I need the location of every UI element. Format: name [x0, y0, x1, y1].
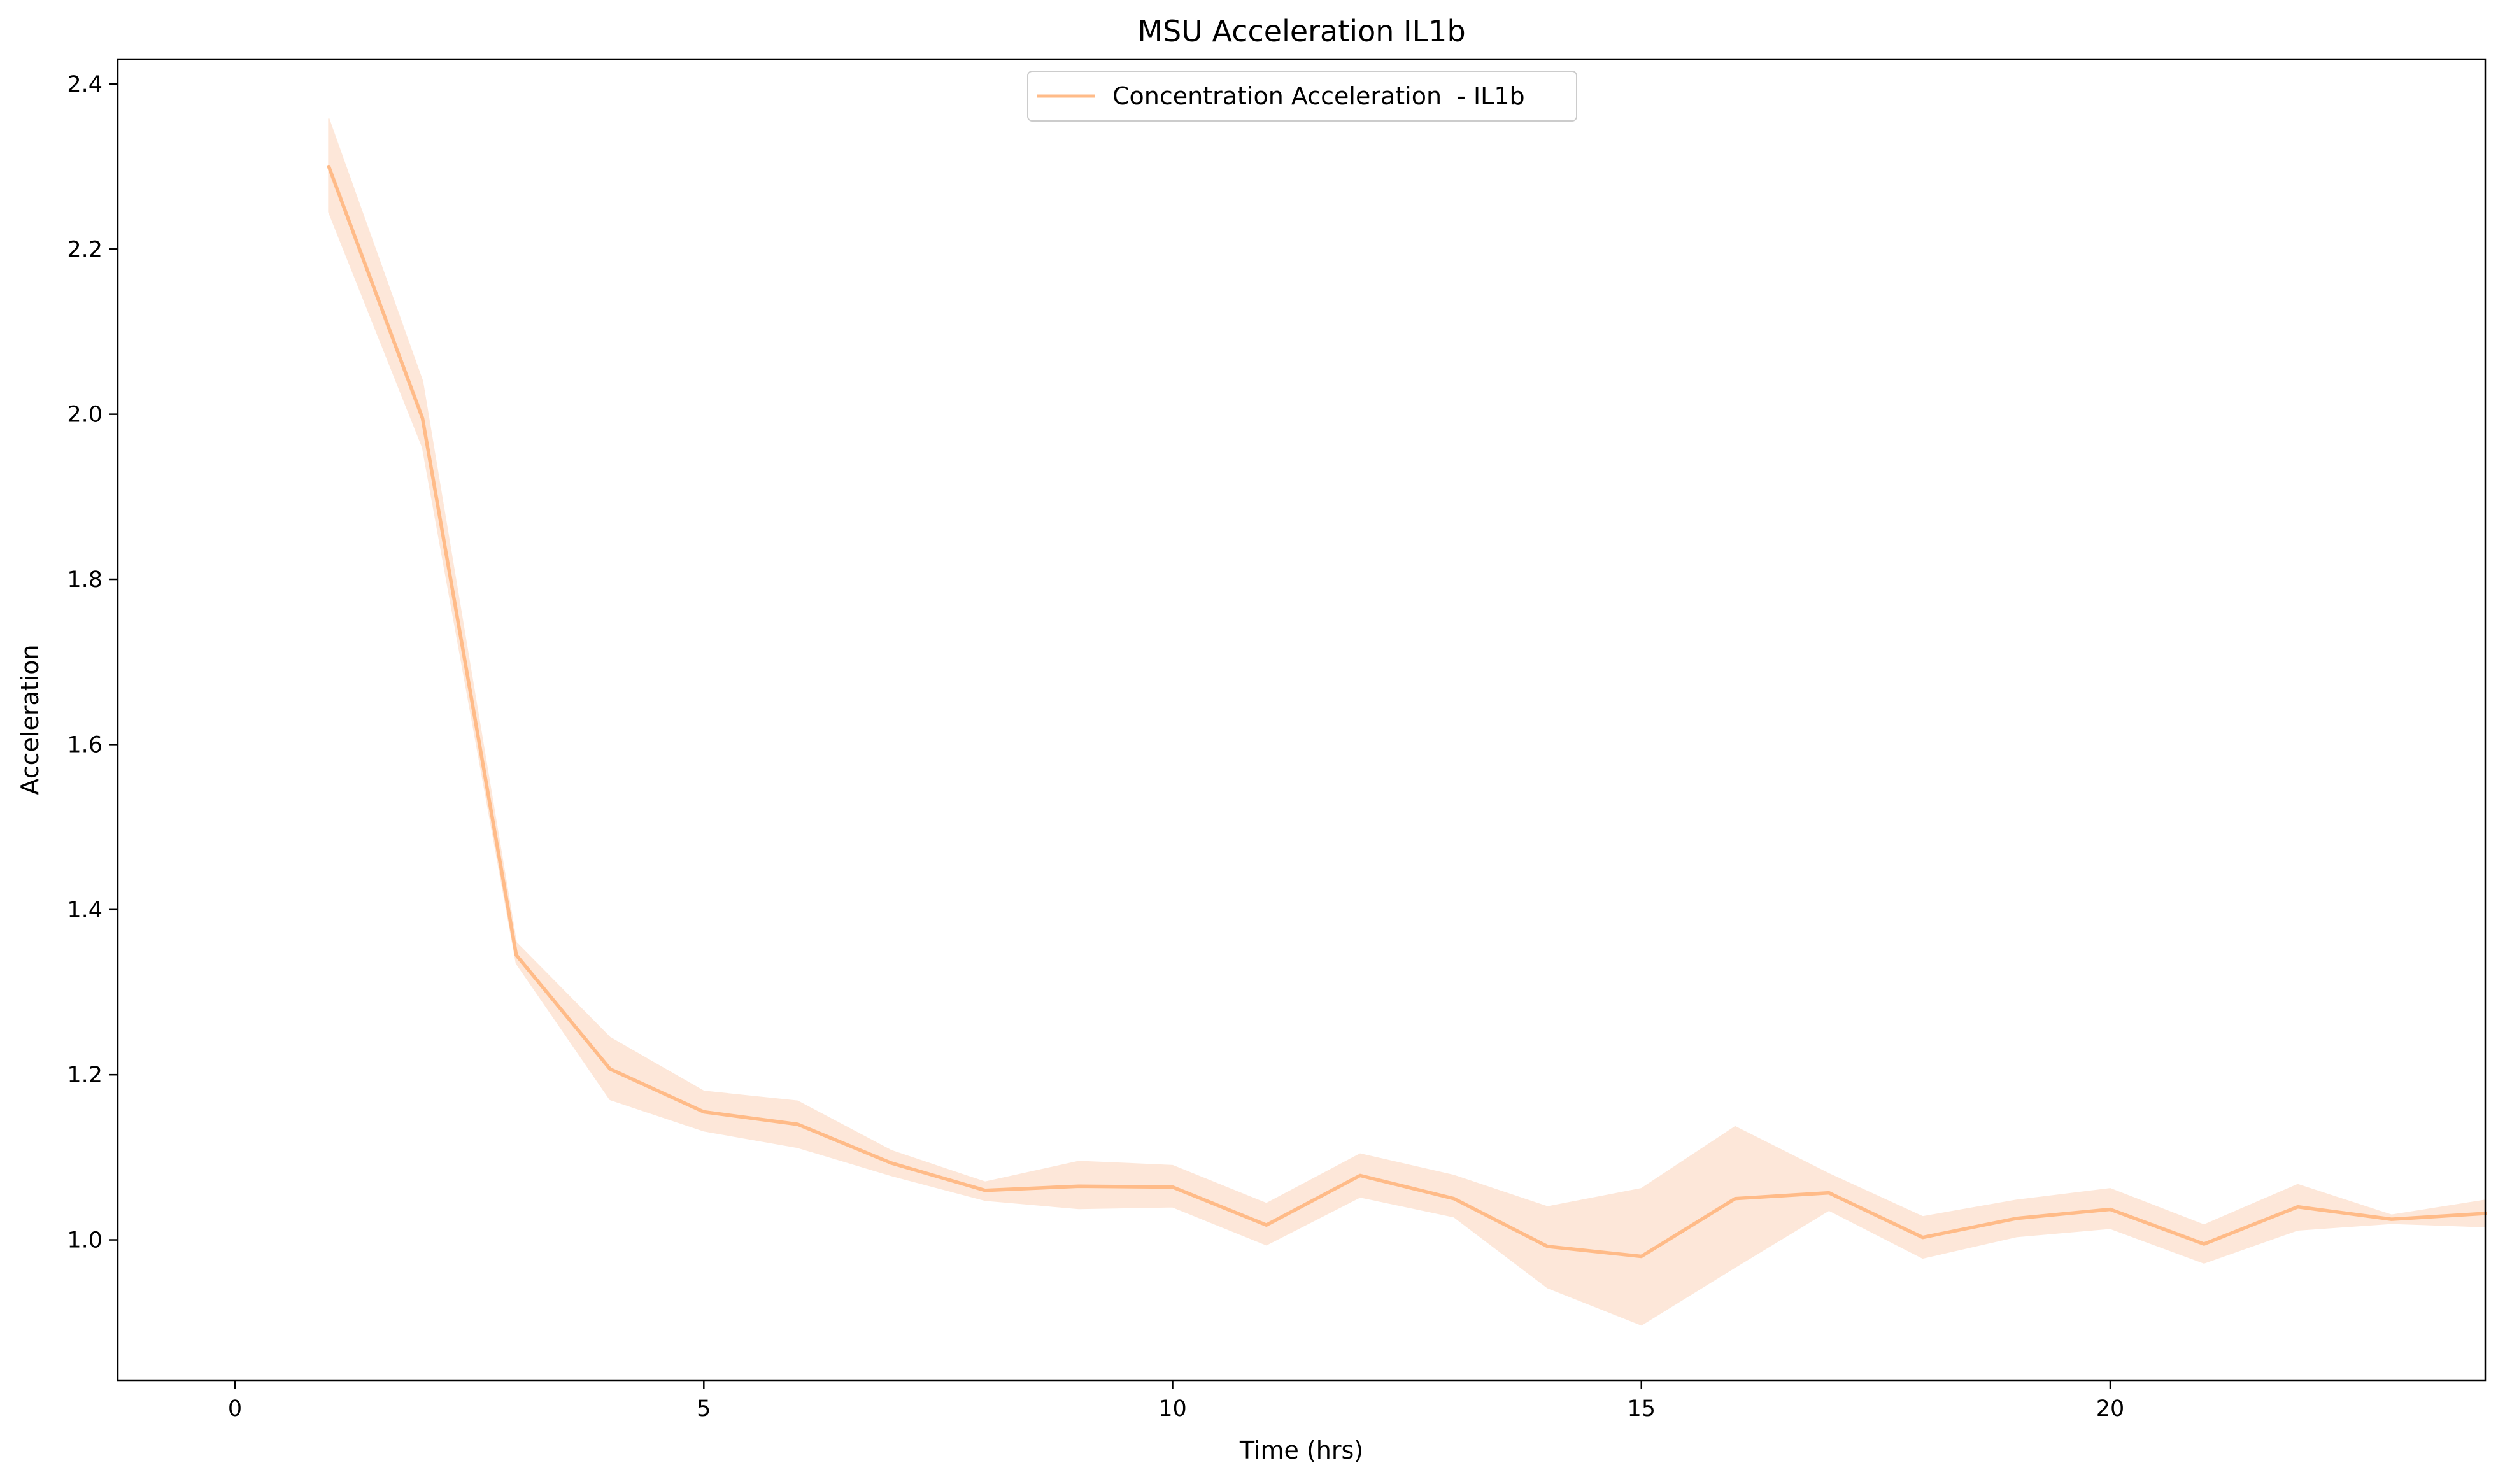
band-layer: [328, 118, 2486, 1326]
legend: Concentration Acceleration - IL1b: [1027, 71, 1577, 122]
x-axis-label: Time (hrs): [1239, 1436, 1363, 1464]
chart-title: MSU Acceleration IL1b: [1137, 14, 1465, 48]
y-axis-label: Acceleration: [16, 644, 44, 795]
y-tick-label: 1.6: [67, 732, 103, 758]
x-tick-label: 20: [2096, 1396, 2125, 1422]
y-axis: 1.0 1.2 1.4 1.6 1.8 2.0 2.2 2.4: [67, 72, 118, 1254]
y-tick-label: 1.2: [67, 1063, 103, 1088]
plot-frame: [117, 58, 2487, 1382]
x-tick-label: 5: [697, 1396, 711, 1422]
x-axis: 0 5 10 15 20: [228, 1380, 2124, 1422]
legend-label: Concentration Acceleration - IL1b: [1112, 82, 1525, 110]
series-line: [327, 164, 2487, 1259]
line-layer: [327, 164, 2487, 1259]
x-tick-label: 0: [228, 1396, 242, 1422]
y-tick-label: 2.0: [67, 402, 103, 428]
y-tick-label: 2.2: [67, 237, 103, 262]
confidence-band: [328, 118, 2486, 1326]
y-tick-label: 1.8: [67, 567, 103, 593]
legend-box: [1027, 71, 1577, 122]
y-tick-label: 2.4: [67, 72, 103, 97]
x-tick-label: 15: [1627, 1396, 1656, 1422]
y-tick-label: 1.4: [67, 898, 103, 923]
x-tick-label: 10: [1158, 1396, 1187, 1422]
y-tick-label: 1.0: [67, 1228, 103, 1254]
